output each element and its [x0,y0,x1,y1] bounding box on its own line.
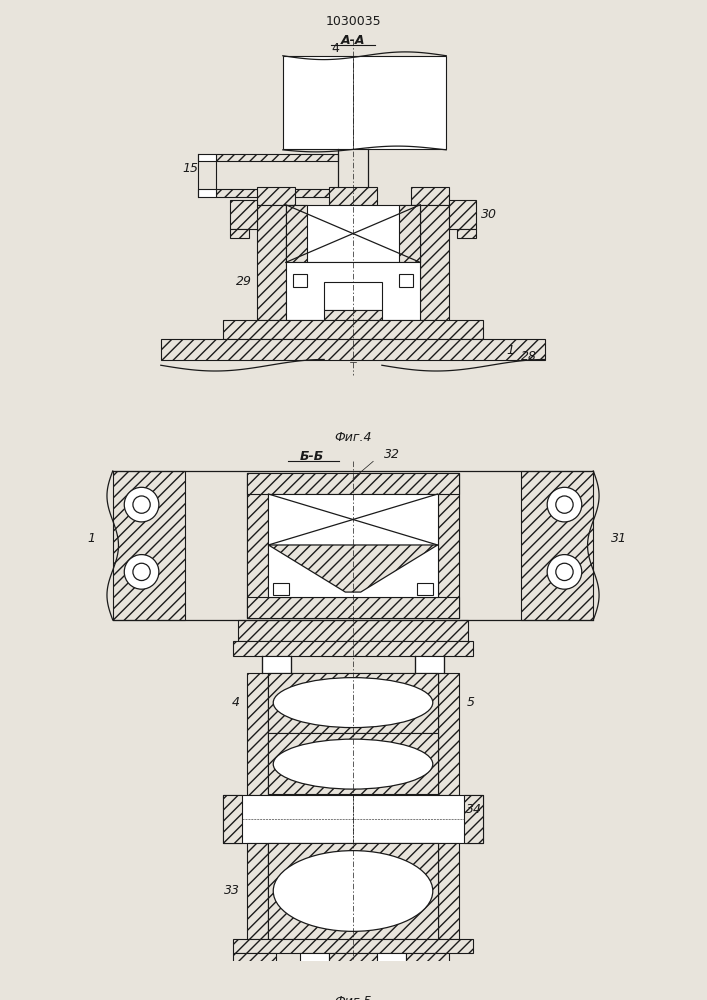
Bar [198,154,216,161]
Bar [223,795,483,843]
Bar [399,205,420,262]
Bar [411,187,449,205]
Bar [283,56,446,149]
Bar [269,494,438,597]
Bar [247,473,459,618]
Circle shape [547,555,582,589]
Bar [216,189,338,197]
Text: 33: 33 [223,884,240,897]
Bar [269,733,438,794]
Text: 32: 32 [384,448,399,461]
Bar [238,620,468,641]
Text: 28: 28 [521,350,537,363]
Ellipse shape [273,851,433,931]
Text: Фиг.5: Фиг.5 [334,995,372,1000]
Text: Фиг.4: Фиг.4 [334,431,372,444]
Bar [464,795,483,843]
Bar [521,471,593,620]
Bar [247,473,459,494]
Bar [286,205,420,262]
Circle shape [124,487,159,522]
Bar [406,953,449,980]
Bar [233,641,473,656]
Bar [160,339,545,360]
Circle shape [556,563,573,581]
Bar [233,939,473,953]
Bar [438,843,459,939]
Text: 1: 1 [88,532,95,545]
Bar [449,200,476,229]
Bar [247,597,459,618]
Bar [257,187,296,205]
Text: 31: 31 [611,532,626,545]
Polygon shape [269,545,438,592]
Bar [325,310,382,320]
Bar [269,843,438,939]
Bar [247,473,269,618]
Bar [420,205,449,320]
Bar [269,673,438,795]
Bar [416,656,444,673]
Bar [399,274,413,287]
Circle shape [556,496,573,513]
Bar [269,673,438,733]
Ellipse shape [273,678,433,728]
Text: Б-Б: Б-Б [300,450,324,463]
Bar [300,953,329,980]
Bar [457,229,476,238]
Bar [325,282,382,310]
Text: 1: 1 [507,344,515,357]
Bar [262,656,291,673]
Bar [223,795,243,843]
Bar [247,843,269,939]
Bar [233,953,276,980]
Ellipse shape [273,739,433,789]
Bar [112,471,185,620]
Text: 1030035: 1030035 [325,15,381,28]
Text: А-А: А-А [341,34,366,47]
Bar [273,583,288,595]
Bar [438,673,459,795]
Bar [329,187,377,205]
Ellipse shape [273,851,433,931]
Circle shape [133,563,150,581]
Bar [286,262,420,320]
Text: 4: 4 [331,42,339,55]
Text: 30: 30 [481,208,497,221]
Bar [293,274,307,287]
Bar [286,205,307,262]
Text: 15: 15 [182,162,198,175]
Text: 34: 34 [467,803,482,816]
Bar [269,843,438,939]
Circle shape [124,555,159,589]
Bar [230,229,249,238]
Bar [377,953,406,980]
Bar [438,473,459,618]
Bar [329,953,377,980]
Text: 29: 29 [236,275,252,288]
Bar [417,583,433,595]
Text: 4: 4 [232,696,240,709]
Text: 5: 5 [467,696,474,709]
Bar [198,189,216,197]
Circle shape [133,496,150,513]
Bar [216,154,338,161]
Bar [247,673,269,795]
Bar [230,200,257,229]
Circle shape [547,487,582,522]
Bar [223,320,483,339]
Bar [257,205,286,320]
